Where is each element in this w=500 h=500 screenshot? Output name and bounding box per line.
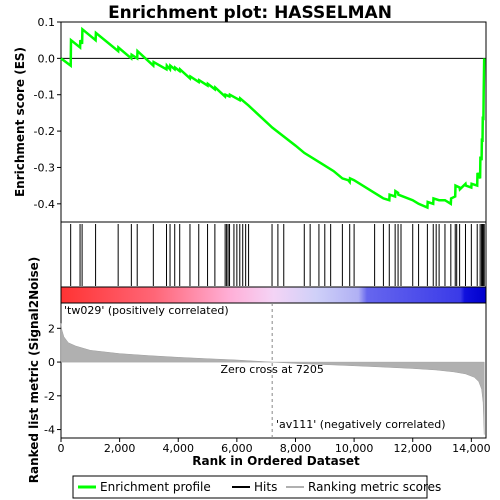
legend-label-hits: Hits xyxy=(254,480,277,494)
legend: Enrichment profile Hits Ranking metric s… xyxy=(72,475,441,499)
metric-plot-area xyxy=(60,302,487,439)
metric-ylabel: Ranked list metric (Signal2Noise) xyxy=(27,257,41,484)
es-ylabel: Enrichment score (ES) xyxy=(13,47,27,197)
xtick-label: 6,000 xyxy=(221,442,253,455)
rank-color-bar-panel xyxy=(60,286,487,304)
es-ytick-label: -0.4 xyxy=(34,198,55,211)
es-ytick-label: -0.1 xyxy=(34,89,55,102)
hits-area xyxy=(60,221,487,288)
es-ytick-label: 0.1 xyxy=(38,16,56,29)
metric-ytick-label: 0 xyxy=(48,356,55,369)
xtick-label: 14,000 xyxy=(452,442,491,455)
metric-ytick-label: -4 xyxy=(44,424,55,437)
xtick-label: 12,000 xyxy=(393,442,432,455)
es-ytick-label: 0.0 xyxy=(38,52,56,65)
positive-label: 'tw029' (positively correlated) xyxy=(64,304,229,317)
es-ytick-label: -0.3 xyxy=(34,161,55,174)
xtick-label: 4,000 xyxy=(162,442,194,455)
hits-panel xyxy=(60,221,487,288)
legend-label-metric: Ranking metric scores xyxy=(308,480,441,494)
es-ytick-label: -0.2 xyxy=(34,125,55,138)
xtick-label: 0 xyxy=(58,442,65,455)
es-panel: 0.1 0.0 -0.1 -0.2 -0.3 -0.4 Enrichment score … xyxy=(13,16,487,223)
xtick-label: 8,000 xyxy=(280,442,312,455)
metric-xlabel: Rank in Ordered Dataset xyxy=(192,454,360,468)
xtick-label: 2,000 xyxy=(104,442,136,455)
metric-panel: Zero cross at 7205 'tw029' (positively c… xyxy=(27,257,491,484)
metric-area xyxy=(60,323,485,435)
legend-label-enrichment: Enrichment profile xyxy=(100,480,211,494)
negative-label: 'av111' (negatively correlated) xyxy=(276,418,446,431)
metric-ytick-label: 2 xyxy=(48,322,55,335)
es-profile-line xyxy=(60,26,486,210)
rank-color-bar xyxy=(60,286,487,304)
zero-cross-label: Zero cross at 7205 xyxy=(220,363,323,376)
chart-title: Enrichment plot: HASSELMAN xyxy=(108,3,392,23)
xtick-label: 10,000 xyxy=(335,442,374,455)
metric-ytick-label: -2 xyxy=(44,390,55,403)
